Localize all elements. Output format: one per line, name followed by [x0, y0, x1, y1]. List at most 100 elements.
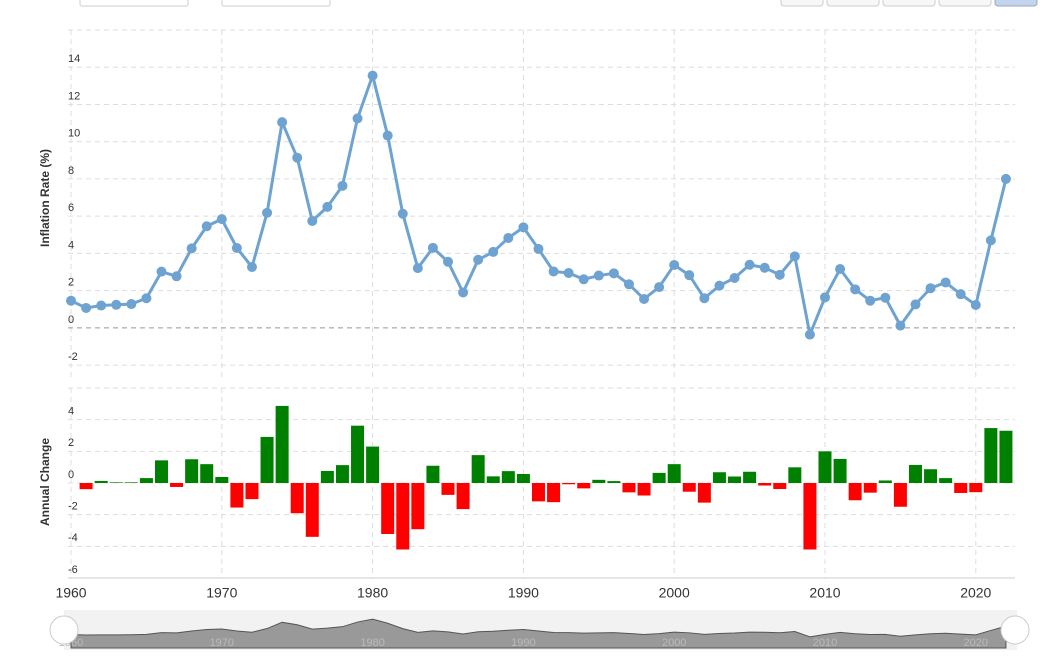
bar	[170, 483, 184, 487]
bar	[245, 483, 259, 500]
line	[70, 70, 1008, 340]
range-button[interactable]	[780, 0, 824, 7]
point	[910, 299, 921, 310]
navigator-handle[interactable]	[49, 615, 79, 645]
point	[382, 130, 393, 141]
bar	[381, 483, 395, 534]
bar	[954, 483, 968, 493]
bar	[697, 483, 711, 503]
navigator-label: 2020	[964, 637, 988, 649]
range-button[interactable]	[938, 0, 992, 7]
bar	[969, 483, 983, 493]
bar	[154, 460, 168, 483]
point	[397, 208, 408, 219]
range-button[interactable]	[882, 0, 936, 7]
y-tick-label: 2	[68, 277, 74, 289]
bar	[441, 483, 455, 495]
date-input[interactable]	[79, 0, 189, 7]
bar	[848, 483, 862, 501]
y-tick-label: 14	[68, 53, 80, 65]
point	[699, 293, 710, 304]
point	[246, 261, 257, 272]
bar	[833, 458, 847, 483]
point	[443, 256, 454, 267]
point	[111, 299, 122, 310]
range-button[interactable]	[826, 0, 880, 7]
bar	[501, 471, 515, 483]
point	[307, 216, 318, 227]
bar	[577, 483, 591, 489]
point	[352, 113, 363, 124]
bar	[939, 478, 953, 483]
point	[608, 268, 619, 279]
y-tick-label: 2	[68, 437, 74, 449]
bar	[486, 476, 500, 483]
bar	[290, 483, 304, 514]
y-tick-label: 10	[68, 128, 80, 140]
y-tick-label: 4	[68, 406, 74, 418]
bar	[547, 483, 561, 503]
bar	[351, 425, 365, 483]
bar	[984, 428, 998, 483]
point	[729, 272, 740, 283]
point	[518, 222, 529, 233]
bar	[200, 464, 214, 483]
point	[126, 299, 137, 310]
bar	[79, 483, 93, 490]
y-tick-label: -4	[68, 532, 78, 544]
bar	[652, 472, 666, 483]
bar	[305, 483, 319, 537]
point	[548, 266, 559, 277]
navigator-label: 2000	[662, 637, 686, 649]
point	[880, 292, 891, 303]
point	[639, 294, 650, 305]
point	[835, 264, 846, 275]
y-axis-title: Annual Change	[38, 438, 52, 526]
point	[488, 246, 499, 257]
point	[744, 259, 755, 270]
x-tick-label: 2000	[659, 585, 690, 601]
point	[895, 320, 906, 331]
point	[262, 207, 273, 218]
bar	[471, 455, 485, 483]
navigator-handle[interactable]	[1000, 615, 1030, 645]
y-tick-label: 4	[68, 239, 74, 251]
bar	[260, 436, 274, 483]
y-tick-label: -2	[68, 351, 78, 363]
bar	[818, 451, 832, 483]
x-tick-label: 2020	[960, 585, 991, 601]
y-tick-label: 8	[68, 165, 74, 177]
point	[231, 243, 242, 254]
navigator-label: 1990	[511, 637, 535, 649]
x-tick-label: 1960	[55, 585, 86, 601]
point	[503, 232, 514, 243]
point	[1000, 173, 1011, 184]
point	[322, 201, 333, 212]
navigator-label: 2010	[813, 637, 837, 649]
bar	[893, 483, 907, 507]
bar	[139, 478, 153, 483]
bar	[743, 471, 757, 483]
point	[458, 287, 469, 298]
bar	[109, 482, 123, 483]
bar	[94, 480, 108, 483]
point	[925, 283, 936, 294]
bar	[682, 483, 696, 492]
y-tick-label: 12	[68, 90, 80, 102]
point	[81, 302, 92, 313]
point	[277, 117, 288, 128]
point	[593, 270, 604, 281]
bar	[411, 483, 425, 530]
point	[578, 274, 589, 285]
y-tick-label: 0	[68, 469, 74, 481]
bar	[592, 479, 606, 483]
range-button[interactable]	[994, 0, 1038, 7]
point	[201, 221, 212, 232]
bar	[863, 483, 877, 493]
point	[714, 280, 725, 291]
bar	[396, 483, 410, 550]
date-input[interactable]	[221, 0, 331, 7]
x-tick-label: 1980	[357, 585, 388, 601]
bar	[275, 405, 289, 483]
